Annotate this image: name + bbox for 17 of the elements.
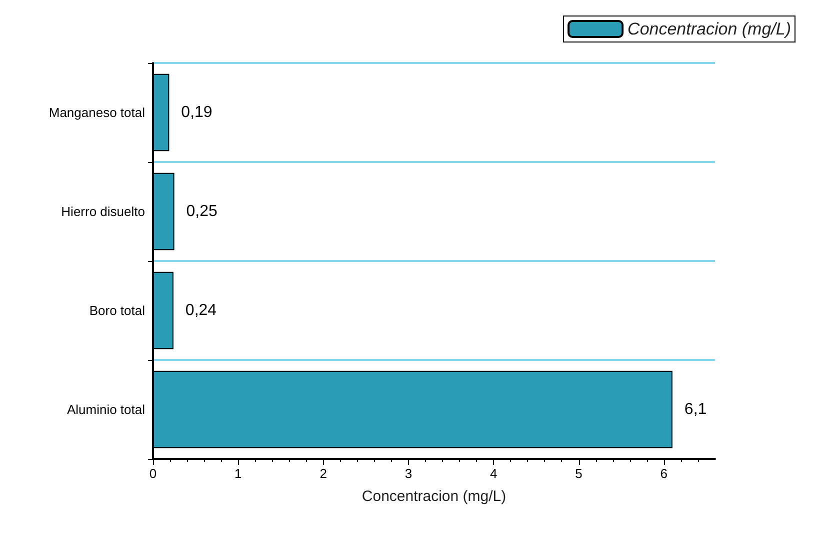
x-axis-title: Concentracion (mg/L): [362, 488, 506, 505]
x-tick-label: 2: [320, 466, 327, 481]
y-tick-label: Boro total: [89, 303, 146, 318]
y-tick-label: Manganeso total: [48, 105, 146, 120]
data-label: 0,24: [185, 302, 217, 319]
x-tick-label: 1: [234, 466, 242, 481]
data-label: 0,25: [186, 203, 218, 220]
x-tick-label: 5: [575, 466, 582, 481]
x-tick-label: 4: [490, 466, 498, 481]
x-tick-label: 6: [660, 466, 668, 481]
x-tick-label: 0: [149, 466, 157, 481]
data-label: 0,19: [181, 104, 212, 121]
x-tick-label: 3: [404, 466, 412, 481]
y-tick-label: Hierro disuelto: [61, 204, 145, 219]
legend-label: Concentracion (mg/L): [628, 20, 792, 38]
data-label: 6,1: [684, 401, 707, 418]
y-tick-label: Aluminio total: [66, 402, 146, 417]
